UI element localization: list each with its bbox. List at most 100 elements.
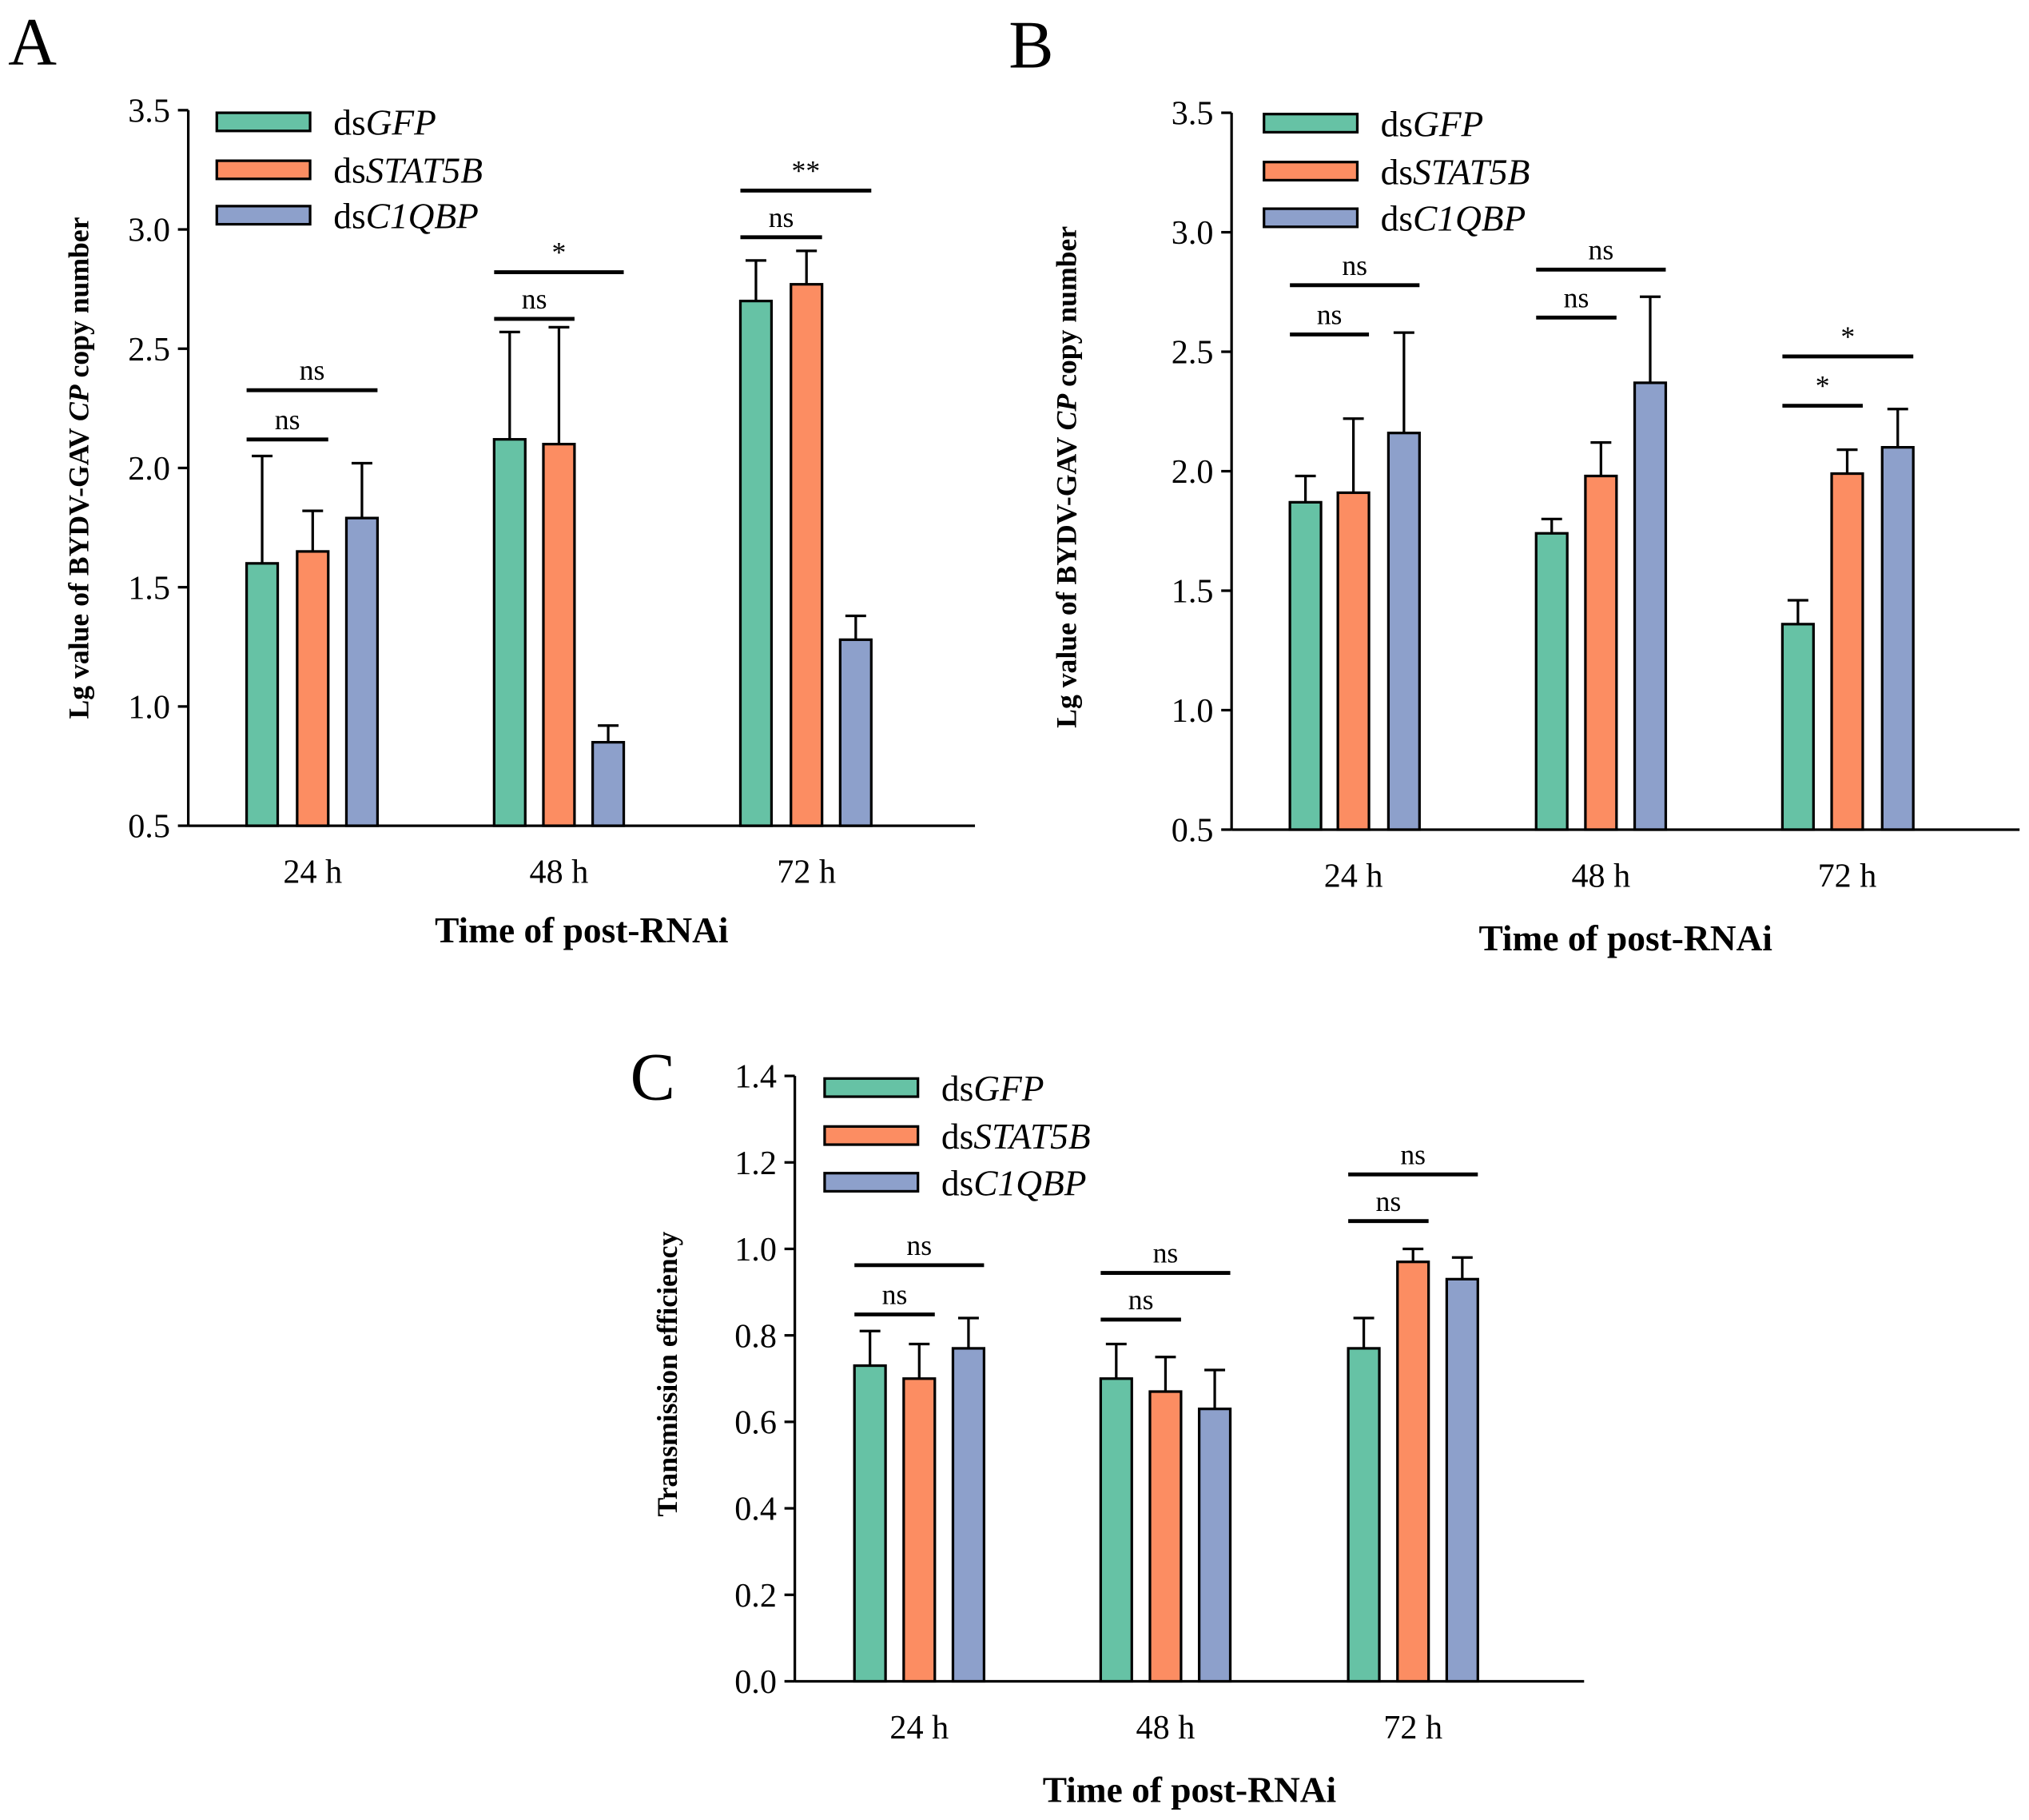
significance-label-long: ns — [906, 1229, 932, 1261]
legend-gene: GFP — [973, 1069, 1044, 1109]
legend-prefix: ds — [1381, 199, 1413, 239]
legend-swatch-dsC1QBP — [823, 1172, 920, 1193]
legend-gene: STAT5B — [973, 1117, 1090, 1157]
y-tick-label: 3.0 — [1172, 214, 1214, 252]
significance-label-short: ns — [1564, 281, 1589, 313]
bar-dsGFP — [1288, 500, 1323, 831]
legend-swatch-dsGFP — [1263, 113, 1359, 134]
panel-label: A — [8, 6, 57, 80]
y-axis-label-part: copy number — [1051, 226, 1083, 394]
bar-dsGFP — [492, 438, 527, 827]
x-tick-label: 72 h — [1818, 857, 1877, 894]
legend-label-dsGFP: dsGFP — [941, 1069, 1044, 1109]
significance-label-short: ns — [1376, 1185, 1402, 1217]
bar-dsSTAT5B — [790, 283, 824, 827]
y-tick-label: 0.5 — [1172, 812, 1214, 850]
significance-label-short: ns — [1128, 1284, 1154, 1316]
significance-label-short: ns — [275, 404, 300, 436]
y-tick-label: 3.5 — [1172, 95, 1214, 133]
legend-swatch-dsSTAT5B — [823, 1125, 920, 1146]
y-axis-label: Lg value of BYDV-GAV CP copy number — [63, 217, 95, 719]
legend: ds GFP dsSTAT5B dsC1QBP — [1263, 104, 1530, 239]
legend-prefix: ds — [333, 103, 365, 143]
significance-label-short: ns — [769, 201, 794, 233]
legend-gene: GFP — [366, 103, 436, 143]
y-tick-label: 3.5 — [128, 92, 170, 129]
y-tick-label: 1.0 — [734, 1231, 777, 1268]
legend-prefix: ds — [941, 1163, 973, 1203]
panel-label: C — [631, 1040, 675, 1114]
legend-label-dsGFP: dsGFP — [333, 103, 436, 143]
panel-label: B — [1009, 8, 1053, 82]
x-tick-label: 24 h — [283, 853, 342, 890]
bar-dsSTAT5B — [296, 550, 330, 827]
bar-dsC1QBP — [1197, 1408, 1232, 1683]
legend-swatch-dsGFP — [823, 1077, 920, 1098]
legend-label-dsSTAT5B: dsSTAT5B — [1381, 152, 1530, 192]
y-axis-label: Transmission efficiency — [651, 1232, 683, 1517]
legend-label-dsC1QBP: dsC1QBP — [333, 196, 479, 236]
legend-label-dsSTAT5B: dsSTAT5B — [941, 1117, 1091, 1157]
x-axis-label: Time of post-RNAi — [435, 910, 728, 950]
significance-label-long: ns — [300, 354, 325, 386]
y-tick-label: 3.0 — [128, 212, 170, 249]
y-tick-label: 1.0 — [1172, 692, 1214, 730]
significance-label-long: ns — [1400, 1138, 1426, 1170]
y-axis-label-part: Transmission efficiency — [651, 1232, 683, 1517]
x-tick-label: 48 h — [1571, 857, 1630, 894]
bar-dsGFP — [1347, 1347, 1381, 1683]
significance-label-long: ns — [1342, 249, 1367, 281]
legend: dsGFP dsSTAT5B dsC1QBP — [823, 1069, 1091, 1203]
significance-label-long: ns — [1589, 233, 1614, 265]
y-tick-label: 2.5 — [128, 331, 170, 368]
y-tick-label: 0.0 — [734, 1663, 777, 1701]
x-tick-label: 24 h — [889, 1709, 949, 1746]
bar-dsGFP — [853, 1364, 887, 1683]
bar-dsC1QBP — [1386, 432, 1421, 831]
significance-label-long: * — [552, 237, 567, 269]
bar-dsGFP — [1534, 532, 1569, 831]
y-tick-label: 0.4 — [734, 1491, 777, 1528]
significance-label-short: * — [1816, 370, 1830, 402]
bar-dsSTAT5B — [1148, 1390, 1183, 1683]
legend-label-dsSTAT5B: dsSTAT5B — [333, 151, 483, 191]
y-tick-label: 2.5 — [1172, 334, 1214, 372]
y-tick-label: 0.2 — [734, 1577, 777, 1615]
y-tick-label: 1.4 — [734, 1058, 777, 1096]
significance-label-long: * — [1840, 321, 1855, 352]
legend-gene: STAT5B — [1413, 152, 1530, 192]
x-tick-label: 24 h — [1324, 857, 1383, 894]
legend-label-dsC1QBP: dsC1QBP — [1381, 199, 1526, 239]
bar-dsC1QBP — [591, 741, 626, 827]
significance-label-short: ns — [522, 283, 547, 315]
legend-gene: C1QBP — [366, 196, 479, 236]
y-tick-label: 1.2 — [734, 1145, 777, 1182]
bar-dsGFP — [245, 562, 280, 827]
y-axis-label-part: Lg value of BYDV-GAV — [63, 421, 95, 719]
significance-label-long: ns — [1153, 1237, 1179, 1269]
legend-prefix: ds — [333, 196, 365, 236]
legend-gene: C1QBP — [973, 1163, 1086, 1203]
y-tick-label: 2.0 — [128, 450, 170, 488]
y-axis-label-italic: CP — [63, 384, 95, 421]
bar-dsC1QBP — [1633, 381, 1668, 831]
y-axis-label-italic: CP — [1051, 394, 1083, 431]
bar-dsGFP — [1099, 1377, 1133, 1683]
bar-dsC1QBP — [344, 516, 380, 827]
bar-dsSTAT5B — [1830, 472, 1864, 831]
bar-dsSTAT5B — [902, 1377, 937, 1683]
y-tick-label: 0.5 — [128, 808, 170, 846]
bar-dsC1QBP — [1445, 1277, 1479, 1683]
legend-gene: GFP — [1413, 104, 1483, 144]
legend-swatch-dsC1QBP — [215, 205, 312, 226]
y-axis-label: Lg value of BYDV-GAV CP copy number — [1051, 226, 1083, 728]
y-axis-label-part: Lg value of BYDV-GAV — [1051, 430, 1083, 727]
x-axis-label: Time of post-RNAi — [1478, 918, 1772, 958]
legend-swatch-dsSTAT5B — [215, 159, 312, 181]
bar-dsC1QBP — [838, 638, 873, 827]
bar-dsSTAT5B — [1584, 474, 1618, 831]
